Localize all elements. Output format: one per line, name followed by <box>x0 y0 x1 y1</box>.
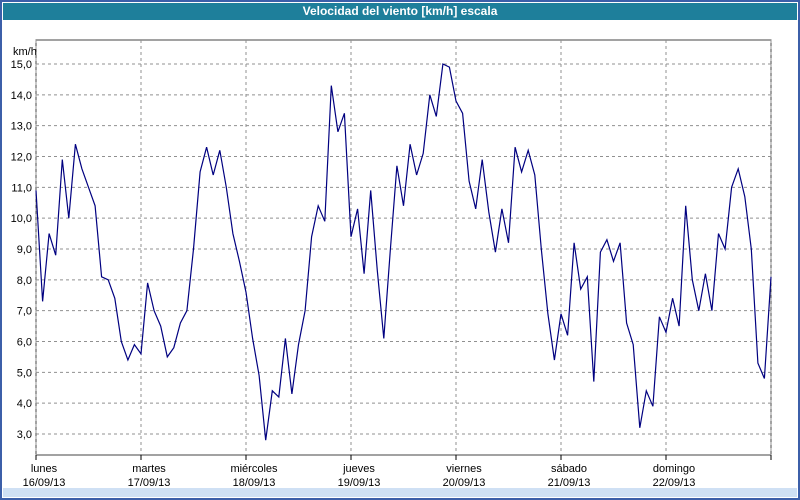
x-day-label: jueves <box>342 463 375 475</box>
chart-title-bar: Velocidad del viento [km/h] escala <box>3 3 797 20</box>
x-day-label: miércoles <box>230 463 278 475</box>
x-date-label: 22/09/13 <box>653 477 696 489</box>
y-tick-label: 11,0 <box>11 182 32 194</box>
y-tick-label: 9,0 <box>17 244 32 256</box>
y-tick-label: 13,0 <box>11 121 32 133</box>
x-date-label: 16/09/13 <box>23 477 66 489</box>
wind-speed-chart: 3,0 4,0 5,0 6,0 7,0 8,0 9,0 10,0 11,0 12,0 13,0 14,… <box>11 39 772 489</box>
y-tick-label: 4,0 <box>17 398 32 410</box>
plot-border <box>35 39 772 456</box>
x-day-label: lunes <box>31 463 58 475</box>
wind-speed-line <box>35 63 772 441</box>
chart-title: Velocidad del viento [km/h] escala <box>302 4 498 18</box>
y-tick-label: 12,0 <box>11 152 32 164</box>
y-tick-label: 8,0 <box>17 275 32 287</box>
x-date-label: 18/09/13 <box>233 477 276 489</box>
y-tick-label: 10,0 <box>11 213 32 225</box>
x-date-label: 21/09/13 <box>548 477 591 489</box>
x-day-label: domingo <box>653 463 695 475</box>
chart-area: km/h 3,0 4,0 5,0 6,0 7,0 8,0 9,0 10,0 11,0 12,0 13… <box>3 22 797 498</box>
y-axis-unit-label: km/h <box>13 46 37 58</box>
y-tick-label: 5,0 <box>17 367 32 379</box>
y-tick-label: 3,0 <box>17 429 32 441</box>
x-day-label: sábado <box>551 463 587 475</box>
bottom-strip <box>3 488 797 497</box>
y-tick-label: 6,0 <box>17 337 32 349</box>
x-date-label: 19/09/13 <box>338 477 381 489</box>
y-tick-label: 15,0 <box>11 59 32 71</box>
x-day-label: martes <box>132 463 166 475</box>
x-date-label: 20/09/13 <box>443 477 486 489</box>
x-day-label: viernes <box>446 463 482 475</box>
x-date-label: 17/09/13 <box>128 477 171 489</box>
y-tick-label: 7,0 <box>17 306 32 318</box>
y-tick-label: 14,0 <box>11 90 32 102</box>
